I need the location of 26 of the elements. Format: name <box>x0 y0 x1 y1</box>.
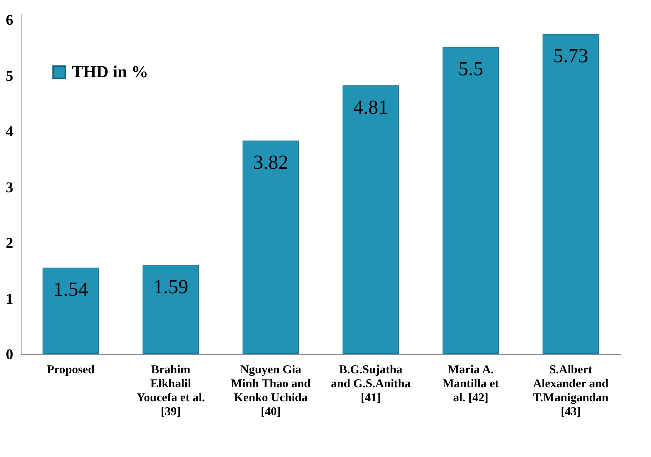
x-tick-label: Proposed <box>47 362 96 376</box>
y-tick-label: 6 <box>6 13 14 30</box>
bar <box>242 140 300 354</box>
legend-label: THD in % <box>72 62 149 82</box>
bar <box>42 268 100 354</box>
bar <box>142 265 200 354</box>
x-tick-label: B.G.Sujatha and G.S.Anitha [41] <box>331 362 411 404</box>
x-tick-label: Brahim Elkhalil Youcefa et al. [39] <box>136 362 206 418</box>
bar <box>542 34 600 354</box>
y-tick-label: 2 <box>6 236 14 252</box>
bar <box>342 86 400 354</box>
data-label: 5.73 <box>554 46 588 68</box>
data-label: 5.5 <box>458 58 484 80</box>
x-tick-label: S.Albert Alexander and T.Manigandan [43] <box>533 362 610 418</box>
y-tick-label: 0 <box>6 348 14 364</box>
bar <box>442 47 500 354</box>
y-tick-label: 4 <box>6 124 14 141</box>
y-tick-label: 1 <box>6 292 14 308</box>
data-label: 4.81 <box>354 96 388 119</box>
data-label: 1.59 <box>154 276 188 298</box>
x-tick-label: Nguyen Gia Minh Thao and Kenko Uchida [40] <box>231 362 312 418</box>
data-label: 3.82 <box>254 152 288 174</box>
y-tick-label: 3 <box>6 180 14 196</box>
x-tick-label: Maria A. Mantilla et al. [42] <box>442 362 500 404</box>
data-label: 1.54 <box>54 279 88 302</box>
y-tick-label: 5 <box>6 68 14 85</box>
